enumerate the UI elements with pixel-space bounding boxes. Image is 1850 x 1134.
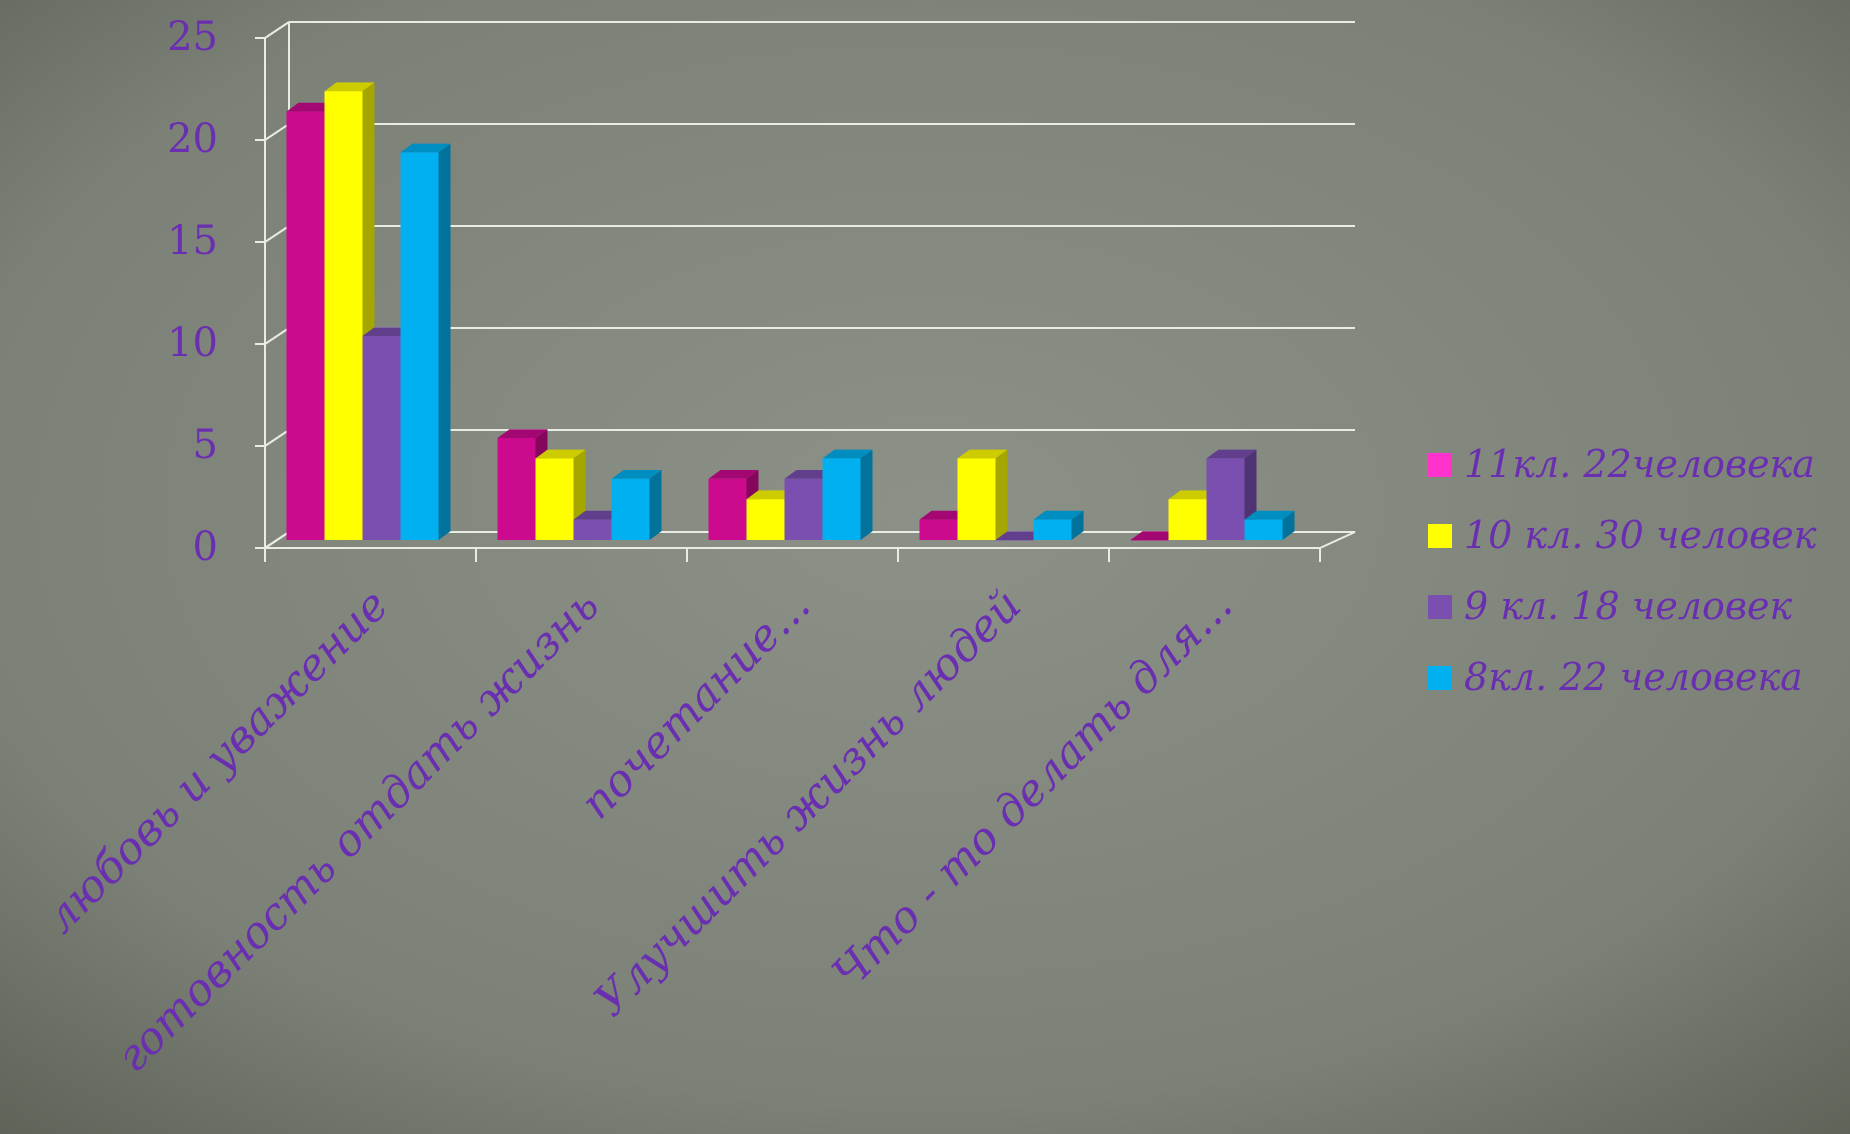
bar-top: [708, 470, 759, 479]
bar-top: [286, 102, 337, 112]
bar: [995, 531, 1046, 541]
axes: [255, 37, 1356, 562]
bar-top: [324, 82, 375, 92]
gridline-side: [264, 429, 290, 447]
bar-top: [957, 449, 1008, 459]
bar: [400, 143, 451, 540]
y-tick-label: 25: [167, 14, 218, 60]
legend-label: 8кл. 22 человека: [1464, 655, 1803, 699]
gridline-side: [264, 327, 290, 345]
legend-item: 9 кл. 18 человек: [1428, 584, 1793, 628]
legend-swatch: [1428, 595, 1452, 619]
bar-front: [1130, 540, 1169, 541]
legend-label: 11кл. 22человека: [1464, 442, 1815, 486]
y-tick-label: 10: [167, 320, 218, 366]
bar-top: [1168, 490, 1219, 500]
gridline-side: [264, 225, 290, 243]
gridline-side: [264, 21, 290, 39]
y-tick-label: 15: [167, 218, 218, 264]
bars: [286, 82, 1295, 541]
floor: [261, 531, 1356, 549]
bar-side: [860, 449, 873, 540]
bar: [1033, 510, 1084, 540]
bar-front: [362, 336, 401, 540]
legend: 11кл. 22человека 10 кл. 30 человек 9 кл. 1…: [1428, 442, 1817, 699]
legend-swatch: [1428, 524, 1452, 548]
bar-front: [324, 91, 363, 540]
bar-side: [995, 449, 1008, 540]
y-tick-label: 20: [167, 116, 218, 162]
y-tick-label: 5: [193, 422, 218, 468]
gridline-side: [264, 123, 290, 141]
bar-side: [1282, 510, 1295, 540]
bar-top: [746, 490, 797, 500]
bar-top: [822, 449, 873, 459]
bar-top: [1130, 531, 1181, 540]
y-axis-ticks: 0 5 10 15 20 25: [167, 14, 218, 570]
bar-front: [1206, 458, 1245, 540]
bar-front: [1244, 519, 1283, 540]
bar-side: [649, 470, 662, 540]
bar-top: [919, 510, 970, 520]
bar-top: [573, 510, 624, 520]
bar-front: [822, 458, 861, 540]
bar-top: [995, 531, 1046, 540]
bar-front: [746, 499, 785, 540]
bar: [611, 470, 662, 540]
legend-item: 8кл. 22 человека: [1428, 655, 1803, 699]
bar-front: [957, 458, 996, 540]
legend-label: 10 кл. 30 человек: [1464, 513, 1817, 557]
legend-item: 10 кл. 30 человек: [1428, 513, 1817, 557]
bar: [1130, 531, 1181, 541]
bar-side: [438, 143, 451, 540]
bar-front: [611, 478, 650, 540]
bar-top: [784, 470, 835, 479]
bar-side: [1071, 510, 1084, 540]
bar-front: [784, 478, 823, 540]
bar-top: [497, 429, 548, 438]
bar-front: [573, 519, 612, 540]
legend-label: 9 кл. 18 человек: [1464, 584, 1793, 628]
bar-front: [995, 540, 1034, 541]
legend-swatch: [1428, 453, 1452, 477]
bar-front: [400, 152, 439, 540]
bar: [822, 449, 873, 540]
bar-top: [362, 327, 413, 336]
bar: [957, 449, 1008, 540]
bar-top: [1244, 510, 1295, 520]
legend-item: 11кл. 22человека: [1428, 442, 1815, 486]
bar-front: [1168, 499, 1207, 540]
bar-front: [919, 519, 958, 540]
bar-front: [535, 458, 574, 540]
bar-top: [400, 143, 451, 153]
bar-top: [535, 449, 586, 459]
bar-top: [611, 470, 662, 479]
y-tick-label: 0: [193, 524, 218, 570]
bar-front: [1033, 519, 1072, 540]
bar-top: [1033, 510, 1084, 520]
bar-front: [286, 111, 325, 540]
legend-swatch: [1428, 666, 1452, 690]
bar-top: [1206, 449, 1257, 459]
bar-front: [497, 438, 536, 540]
bar: [1244, 510, 1295, 540]
bar-front: [708, 478, 747, 540]
